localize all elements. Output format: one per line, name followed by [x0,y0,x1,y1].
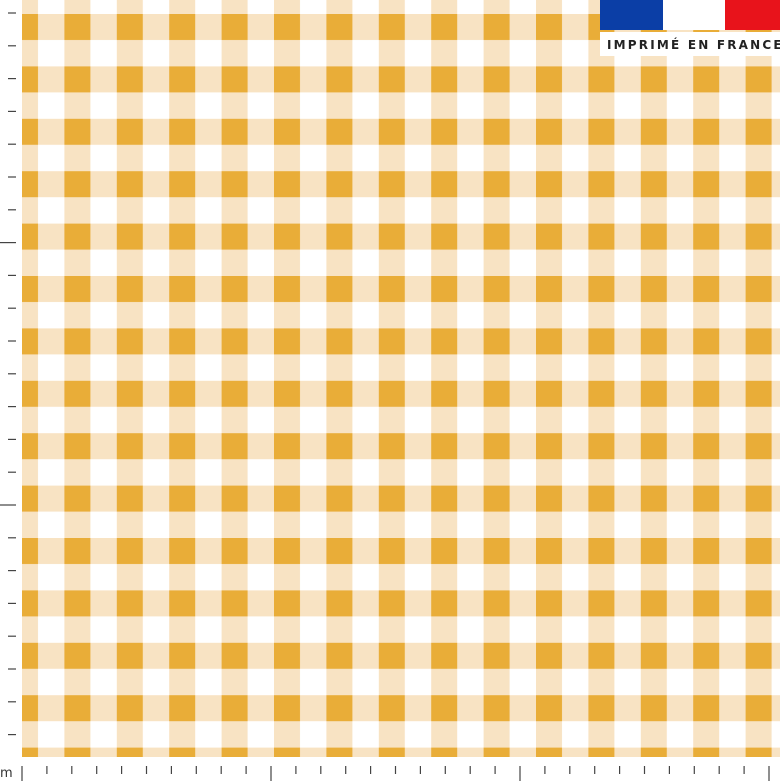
ruler-bottom [21,766,770,781]
gingham-fabric [22,0,780,757]
badge-label: IMPRIMÉ EN FRANCE [607,37,780,52]
ruler-left [0,12,16,736]
ruler-unit: m [0,766,13,781]
flag [600,0,780,56]
